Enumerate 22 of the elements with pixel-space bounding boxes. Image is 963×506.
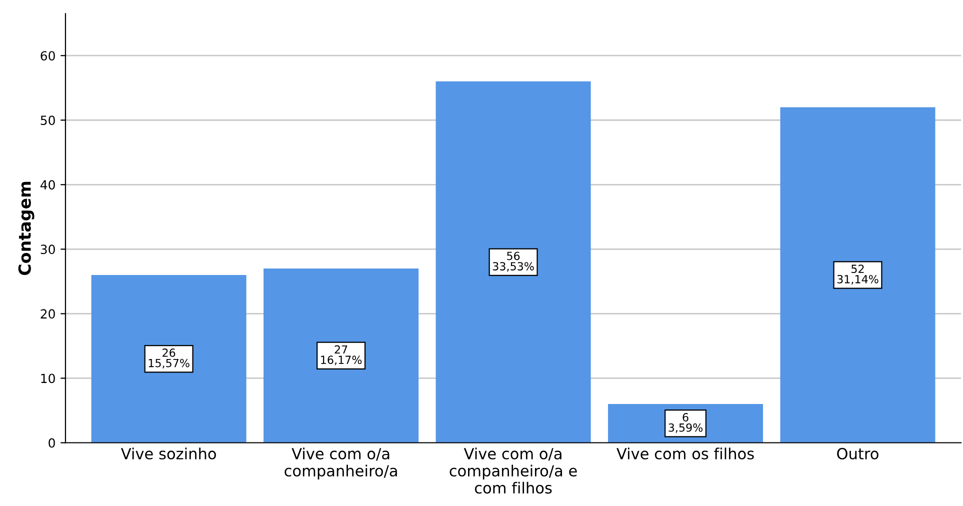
bar bbox=[436, 81, 591, 443]
data-label: 56 33,53% bbox=[492, 252, 534, 272]
data-label: 52 31,14% bbox=[837, 264, 878, 285]
y-tick-label: 60 bbox=[40, 51, 55, 61]
x-tick-label: Vive com o/a companheiro/a e com filhos bbox=[450, 448, 577, 494]
data-label: 26 15,57% bbox=[148, 348, 190, 368]
data-label: 6 3,59% bbox=[668, 413, 703, 433]
bar bbox=[264, 268, 419, 443]
x-tick-label: Vive sozinho bbox=[120, 448, 216, 460]
bar bbox=[91, 274, 246, 443]
y-axis-title: Contagem bbox=[18, 182, 34, 276]
y-tick-label: 40 bbox=[40, 180, 55, 190]
y-tick-label: 10 bbox=[41, 374, 55, 384]
x-tick-label: Outro bbox=[837, 448, 878, 460]
y-tick-label: 50 bbox=[40, 116, 55, 126]
x-tick-label: Vive com os filhos bbox=[616, 448, 754, 460]
data-label: 27 16,17% bbox=[321, 345, 362, 366]
x-tick-label: Vive com o/a companheiro/a bbox=[284, 448, 397, 480]
y-tick-label: 0 bbox=[48, 438, 55, 448]
bar bbox=[780, 107, 936, 443]
y-tick-label: 20 bbox=[40, 309, 55, 319]
y-tick-label: 30 bbox=[40, 244, 55, 254]
